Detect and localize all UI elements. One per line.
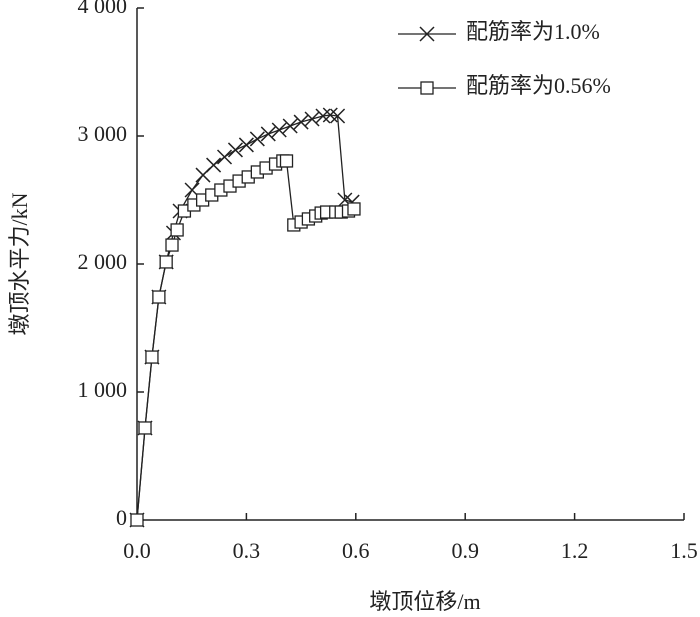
x-tick-label: 0.9 [451, 538, 479, 563]
y-tick-label: 4 000 [78, 0, 128, 18]
legend-marker [420, 81, 434, 95]
data-point [216, 149, 233, 165]
data-point [130, 513, 144, 527]
data-point [159, 255, 173, 269]
data-point [152, 290, 166, 304]
data-point [249, 131, 265, 147]
x-tick-label: 0.6 [342, 538, 370, 563]
data-point [315, 108, 331, 124]
data-point [165, 238, 179, 252]
legend-label: 配筋率为1.0% [466, 19, 600, 44]
y-tick-label: 1 000 [78, 377, 128, 402]
data-point [304, 111, 320, 127]
data-point [279, 154, 294, 168]
legend-marker [419, 26, 435, 42]
x-axis-label: 墩顶位移/m [369, 589, 480, 614]
x-tick-label: 1.2 [561, 538, 589, 563]
data-point [145, 350, 159, 364]
legend-label: 配筋率为0.56% [466, 73, 611, 98]
data-point [238, 137, 254, 153]
y-tick-label: 0 [116, 505, 127, 530]
data-point [347, 202, 361, 216]
data-point [227, 142, 243, 158]
data-point [282, 118, 298, 134]
x-tick-label: 0.0 [123, 538, 151, 563]
y-tick-label: 3 000 [78, 121, 128, 146]
data-point [138, 421, 152, 435]
data-point [330, 108, 346, 124]
data-point [260, 126, 276, 142]
data-point [293, 114, 309, 130]
data-point [271, 122, 287, 138]
x-tick-label: 0.3 [233, 538, 261, 563]
data-point [206, 157, 222, 173]
x-tick-label: 1.5 [670, 538, 698, 563]
data-point [170, 223, 184, 237]
y-axis-label: 墩顶水平力/kN [7, 192, 32, 335]
y-tick-label: 2 000 [78, 249, 128, 274]
data-point [322, 107, 338, 123]
